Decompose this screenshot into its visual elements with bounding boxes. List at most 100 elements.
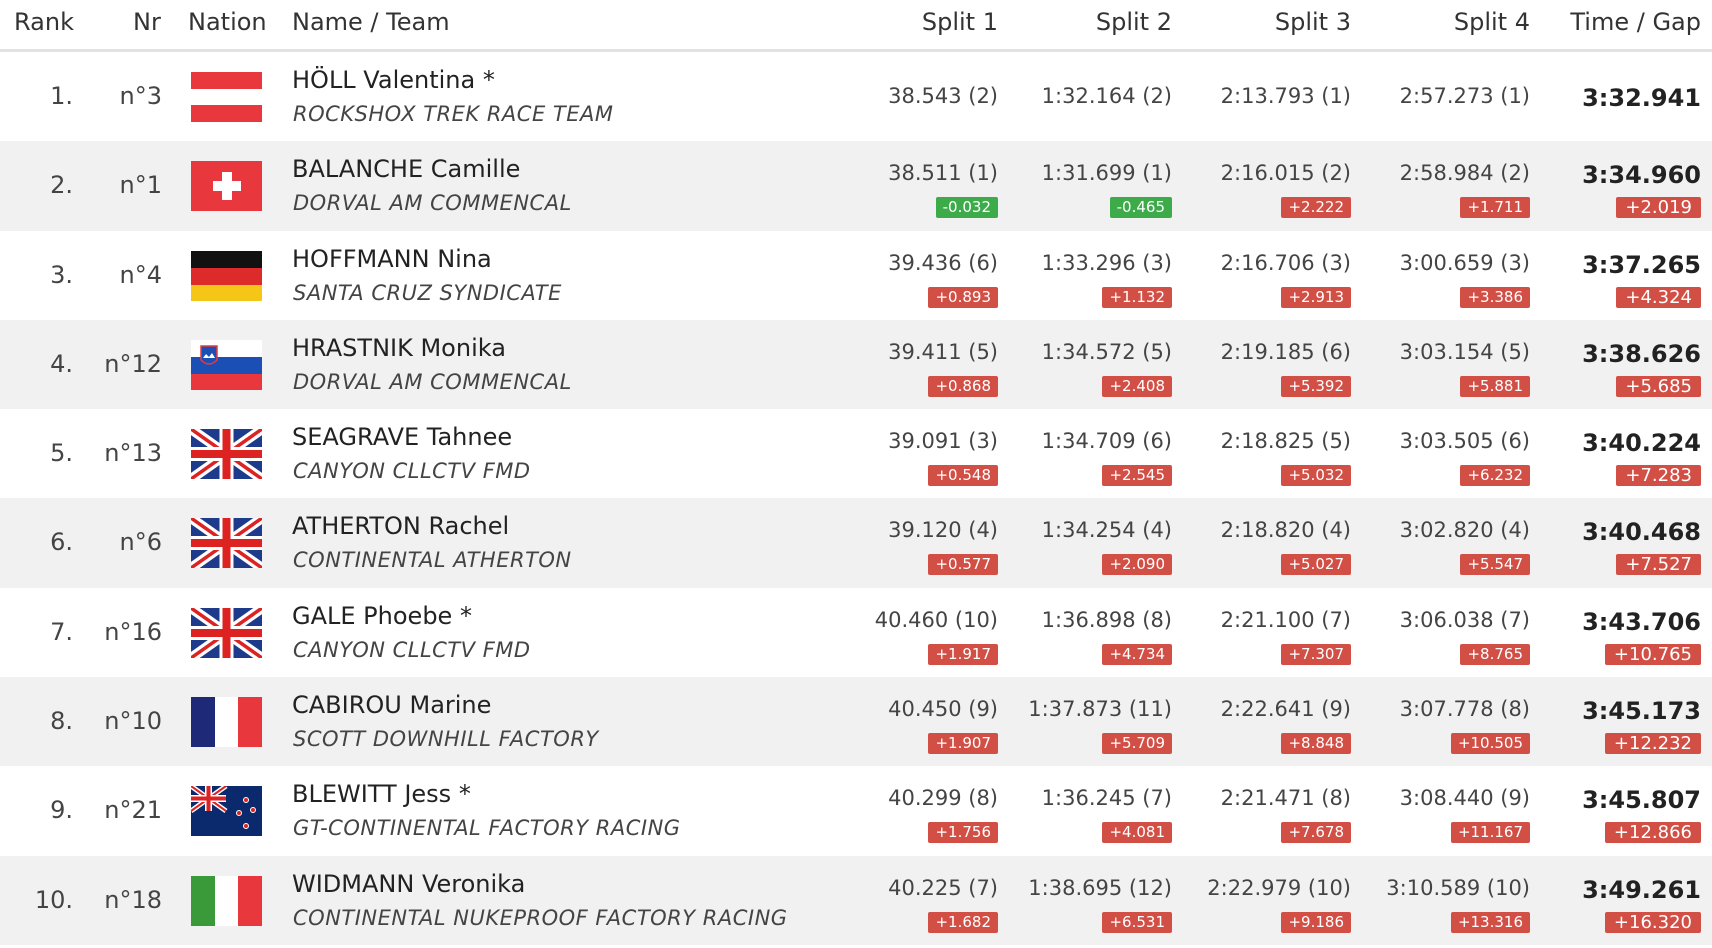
rank: 9. <box>50 796 73 825</box>
split1-time: 39.091 (3) <box>888 429 998 454</box>
bib-number: n°3 <box>119 82 162 110</box>
table-row[interactable]: 8. n°10 CABIROU Marine SCOTT DOWNHILL FACTO… <box>0 677 1712 767</box>
split4-time: 3:10.589 (10) <box>1386 875 1530 900</box>
final-time: 3:34.960 <box>1582 161 1701 190</box>
table-row[interactable]: 1. n°3 HÖLL Valentina * ROCKSHOX TREK RACE … <box>0 52 1712 141</box>
header-nation[interactable]: Nation <box>188 8 267 36</box>
table-row[interactable]: 4. n°12 HRASTNIK Monika DORVAL AM COMMENCAL… <box>0 319 1712 410</box>
team-name[interactable]: CANYON CLLCTV FMD <box>293 637 531 662</box>
header-split4[interactable]: Split 4 <box>1453 8 1530 36</box>
team-name[interactable]: ROCKSHOX TREK RACE TEAM <box>293 102 614 126</box>
header-time-gap[interactable]: Time / Gap <box>1570 8 1701 36</box>
rider-name[interactable]: BLEWITT Jess * <box>292 780 471 809</box>
rider-name[interactable]: HOFFMANN Nina <box>292 244 492 273</box>
bib-number: n°12 <box>104 349 162 378</box>
team-name[interactable]: CONTINENTAL NUKEPROOF FACTORY RACING <box>293 905 788 930</box>
bib-number: n°4 <box>119 260 162 289</box>
final-gap-badge: +12.866 <box>1604 822 1701 844</box>
split3-time: 2:21.471 (8) <box>1220 786 1351 811</box>
final-time: 3:38.626 <box>1582 339 1701 368</box>
split4-gap-badge: +5.547 <box>1460 554 1530 576</box>
final-time: 3:40.468 <box>1582 518 1701 547</box>
split4-gap-badge: +10.505 <box>1450 733 1530 755</box>
split2-time: 1:34.254 (4) <box>1041 518 1172 543</box>
table-row[interactable]: 10. n°18 WIDMANN Veronika CONTINENTAL NUKEP… <box>0 855 1712 945</box>
rider-name[interactable]: GALE Phoebe * <box>292 601 472 630</box>
rank: 7. <box>50 617 73 646</box>
table-row[interactable]: 7. n°16 GALE Phoebe * CANYON CLLCTV FMD 40.4… <box>0 588 1712 677</box>
switzerland-flag <box>191 161 262 212</box>
table-header: Rank Nr Nation Name / Team Split 1 Split… <box>0 0 1712 52</box>
rider-name[interactable]: HÖLL Valentina * <box>292 66 495 94</box>
rider-name[interactable]: ATHERTON Rachel <box>292 512 510 541</box>
split2-time: 1:36.898 (8) <box>1041 607 1172 632</box>
team-name[interactable]: SCOTT DOWNHILL FACTORY <box>293 727 599 752</box>
table-row[interactable]: 5. n°13 SEAGRAVE Tahnee CANYON CLLCTV FMD 39… <box>0 409 1712 498</box>
split3-time: 2:16.706 (3) <box>1220 250 1351 275</box>
rider-name[interactable]: BALANCHE Camille <box>292 155 521 184</box>
table-row[interactable]: 9. n°21 BLEWITT Jess * GT-CONTINENTAL FACTO… <box>0 766 1712 855</box>
final-time: 3:37.265 <box>1582 250 1701 279</box>
header-split2[interactable]: Split 2 <box>1095 8 1172 36</box>
rider-name[interactable]: WIDMANN Veronika <box>292 869 526 898</box>
final-time: 3:45.173 <box>1582 697 1701 726</box>
table-row[interactable]: 2. n°1 BALANCHE Camille DORVAL AM COMMENCAL… <box>0 141 1712 231</box>
split2-time: 1:37.873 (11) <box>1028 697 1172 722</box>
final-time: 3:40.224 <box>1582 429 1701 458</box>
final-gap-badge: +4.324 <box>1616 286 1701 308</box>
team-name[interactable]: GT-CONTINENTAL FACTORY RACING <box>293 816 681 841</box>
header-nr[interactable]: Nr <box>133 8 161 36</box>
split3-gap-badge: +5.032 <box>1281 465 1351 487</box>
austria-flag <box>191 72 262 122</box>
bib-number: n°6 <box>119 528 162 557</box>
split1-time: 40.299 (8) <box>888 786 998 811</box>
header-rank[interactable]: Rank <box>14 8 74 36</box>
split3-gap-badge: +5.027 <box>1281 554 1351 576</box>
table-row[interactable]: 3. n°4 HOFFMANN Nina SANTA CRUZ SYNDICATE 39… <box>0 231 1712 320</box>
slovenia-flag <box>191 339 262 390</box>
header-split3[interactable]: Split 3 <box>1274 8 1351 36</box>
split4-time: 3:07.778 (8) <box>1399 697 1530 722</box>
rider-name[interactable]: CABIROU Marine <box>292 691 492 720</box>
split4-gap-badge: +6.232 <box>1460 465 1530 487</box>
rider-name[interactable]: SEAGRAVE Tahnee <box>292 423 513 452</box>
rank: 1. <box>50 82 73 110</box>
bib-number: n°18 <box>104 885 162 914</box>
rank: 8. <box>50 707 73 736</box>
rank: 2. <box>50 171 73 200</box>
rider-name[interactable]: HRASTNIK Monika <box>292 333 506 362</box>
team-name[interactable]: SANTA CRUZ SYNDICATE <box>293 280 562 305</box>
bib-number: n°16 <box>104 617 162 646</box>
table-row[interactable]: 6. n°6 ATHERTON Rachel CONTINENTAL ATHERTON… <box>0 498 1712 588</box>
split4-time: 3:08.440 (9) <box>1399 786 1530 811</box>
header-name-team[interactable]: Name / Team <box>292 8 450 36</box>
split2-time: 1:34.709 (6) <box>1041 429 1172 454</box>
split4-gap-badge: +1.711 <box>1460 197 1530 219</box>
split4-gap-badge: +5.881 <box>1460 375 1530 397</box>
table-body: 1. n°3 HÖLL Valentina * ROCKSHOX TREK RACE … <box>0 52 1712 945</box>
split2-gap-badge: +2.408 <box>1102 375 1172 397</box>
split4-time: 3:03.505 (6) <box>1399 429 1530 454</box>
split1-gap-badge: +1.682 <box>928 911 998 933</box>
split1-time: 40.450 (9) <box>888 697 998 722</box>
split3-time: 2:13.793 (1) <box>1220 84 1351 108</box>
team-name[interactable]: DORVAL AM COMMENCAL <box>293 369 572 394</box>
split3-time: 2:19.185 (6) <box>1220 339 1351 364</box>
split2-time: 1:38.695 (12) <box>1028 875 1172 900</box>
split3-time: 2:21.100 (7) <box>1220 607 1351 632</box>
header-split1[interactable]: Split 1 <box>921 8 998 36</box>
final-time: 3:32.941 <box>1582 84 1701 112</box>
team-name[interactable]: DORVAL AM COMMENCAL <box>293 191 572 216</box>
team-name[interactable]: CONTINENTAL ATHERTON <box>293 548 572 573</box>
split2-time: 1:31.699 (1) <box>1041 161 1172 186</box>
split2-gap-badge: +4.734 <box>1102 643 1172 665</box>
split1-time: 39.411 (5) <box>888 339 998 364</box>
split1-gap-badge: +1.756 <box>928 822 998 844</box>
team-name[interactable]: CANYON CLLCTV FMD <box>293 459 531 484</box>
france-flag <box>191 697 262 748</box>
new-zealand-flag <box>191 786 262 837</box>
split4-gap-badge: +11.167 <box>1450 822 1530 844</box>
split1-gap-badge: +0.548 <box>928 465 998 487</box>
split1-gap-badge: +0.577 <box>928 554 998 576</box>
split2-gap-badge: +4.081 <box>1102 822 1172 844</box>
